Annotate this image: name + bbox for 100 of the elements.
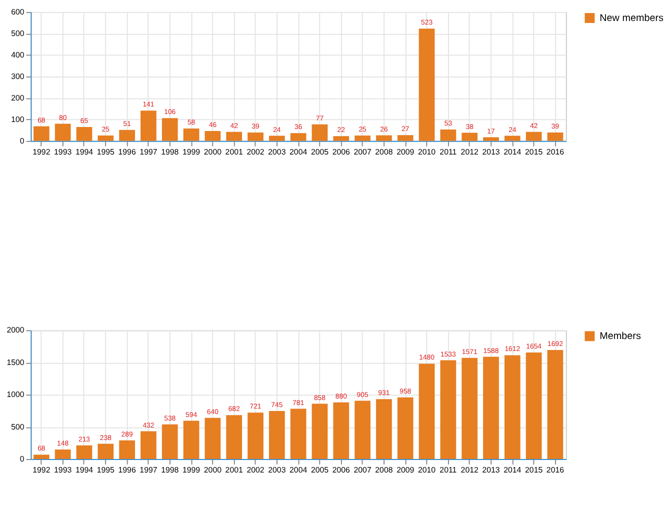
y-tick-label: 1500 — [6, 358, 25, 367]
bar — [290, 408, 306, 460]
y-tick-label: 300 — [11, 72, 25, 81]
x-tick-label: 1994 — [75, 147, 94, 156]
x-tick-label: 2014 — [504, 147, 522, 156]
bar — [504, 136, 520, 141]
x-tick-label: 2016 — [546, 147, 565, 156]
bar — [526, 132, 542, 141]
bar — [34, 126, 50, 141]
bar — [98, 444, 114, 460]
bar — [76, 126, 92, 141]
bar — [418, 364, 435, 460]
bar — [268, 136, 285, 141]
x-tick-label: 2007 — [354, 147, 372, 156]
bar — [418, 28, 435, 141]
bar — [462, 358, 478, 460]
x-tick-label: 2003 — [268, 147, 286, 156]
x-tick-label: 2002 — [246, 147, 264, 156]
x-tick-label: 1993 — [54, 465, 72, 474]
x-tick-label: 2009 — [396, 465, 415, 474]
bar — [183, 128, 200, 141]
x-tick-label: 1992 — [32, 465, 50, 474]
bar — [204, 418, 221, 460]
bar — [397, 397, 414, 460]
bar — [376, 135, 392, 141]
x-tick-label: 2005 — [310, 465, 330, 474]
x-tick-label: 1992 — [32, 147, 50, 156]
bar — [34, 454, 50, 460]
bar — [462, 132, 478, 141]
y-tick-label: 400 — [11, 50, 25, 60]
legend-label: Members — [600, 331, 641, 342]
x-tick-label: 2015 — [525, 465, 544, 474]
x-tick-label: 2004 — [290, 147, 308, 156]
bar — [440, 130, 456, 141]
x-tick-label: 1998 — [161, 465, 180, 474]
bar — [397, 135, 414, 141]
bar — [76, 445, 92, 460]
x-tick-label: 2000 — [204, 147, 222, 156]
bar — [226, 415, 242, 460]
x-tick-label: 1995 — [96, 147, 116, 156]
x-tick-label: 2015 — [525, 147, 544, 156]
x-tick-label: 2009 — [396, 147, 415, 156]
bar — [312, 404, 328, 460]
y-tick-label: 200 — [11, 93, 25, 102]
x-tick-label: 2014 — [504, 465, 522, 474]
x-tick-label: 1996 — [118, 465, 136, 474]
bar — [162, 118, 178, 141]
bar — [140, 431, 156, 460]
y-tick-label: 500 — [11, 422, 25, 432]
legend-label: New members — [600, 12, 664, 24]
bar — [483, 137, 499, 141]
bar — [54, 124, 71, 141]
x-tick-label: 2003 — [268, 465, 286, 474]
bar — [119, 130, 135, 141]
x-tick-label: 2011 — [440, 465, 458, 474]
bar — [354, 400, 370, 460]
x-tick-label: 1996 — [118, 147, 136, 156]
x-tick-label: 1997 — [140, 147, 158, 156]
bar — [483, 356, 499, 460]
bar — [547, 350, 564, 460]
x-tick-label: 2001 — [225, 147, 244, 156]
x-tick-label: 1999 — [182, 465, 201, 474]
x-tick-label: 2000 — [204, 465, 222, 474]
x-tick-label: 2016 — [546, 465, 565, 474]
x-tick-label: 2006 — [332, 147, 351, 156]
bar — [119, 440, 135, 460]
bar — [440, 360, 456, 460]
bar — [376, 399, 392, 460]
x-tick-label: 2013 — [482, 465, 500, 474]
bar — [290, 133, 306, 141]
x-tick-label: 1993 — [54, 147, 72, 156]
x-tick-label: 2001 — [225, 465, 244, 474]
bar — [248, 412, 264, 460]
bar — [183, 420, 200, 460]
x-tick-label: 1994 — [75, 465, 94, 474]
x-tick-label: 1995 — [96, 465, 116, 474]
x-tick-label: 2011 — [440, 147, 458, 156]
x-tick-label: 2007 — [354, 465, 372, 474]
x-tick-label: 2010 — [418, 147, 436, 156]
bar — [526, 352, 542, 460]
x-tick-label: 2006 — [332, 465, 351, 474]
x-tick-label: 1997 — [140, 465, 158, 474]
x-tick-label: 2010 — [418, 465, 436, 474]
y-tick-label: 0 — [20, 454, 25, 464]
bar — [354, 136, 370, 141]
y-tick-label: 2000 — [6, 326, 25, 335]
bar — [140, 110, 156, 141]
y-tick-label: 500 — [11, 29, 25, 38]
x-tick-label: 2012 — [460, 465, 478, 474]
bar — [204, 131, 221, 141]
x-tick-label: 2004 — [290, 465, 308, 474]
y-tick-label: 1000 — [6, 390, 25, 400]
y-tick-label: 0 — [20, 136, 25, 146]
bar — [268, 411, 285, 460]
x-tick-label: 2005 — [310, 147, 330, 156]
x-tick-label: 2008 — [375, 147, 394, 156]
x-tick-label: 2002 — [246, 465, 264, 474]
y-tick-label: 100 — [11, 114, 25, 124]
y-tick-label: 600 — [11, 8, 25, 17]
x-tick-label: 2013 — [482, 147, 500, 156]
